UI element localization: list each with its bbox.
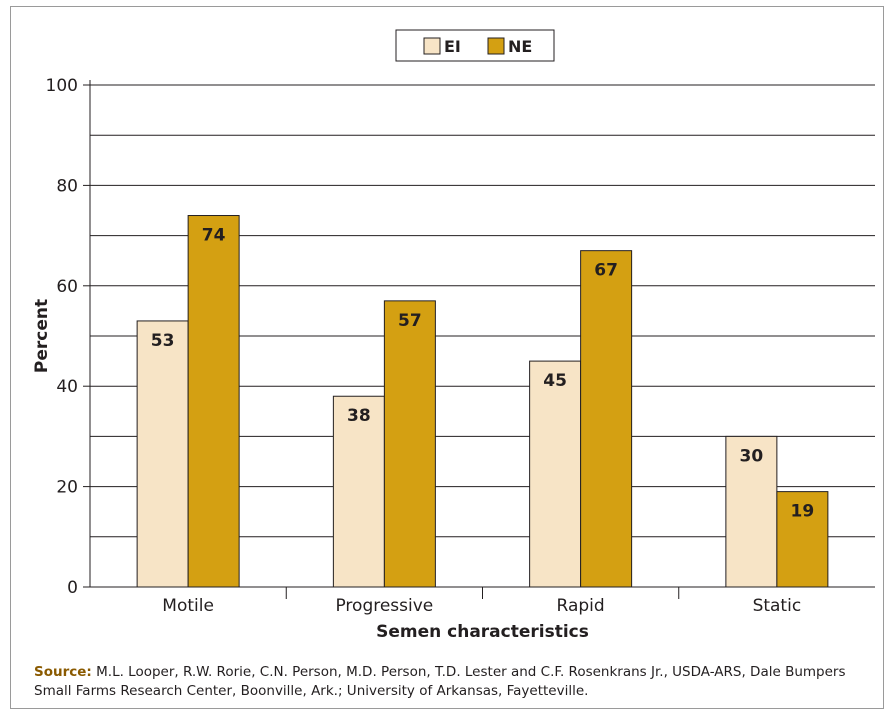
y-tick-label: 20 <box>56 478 78 498</box>
legend: EI NE <box>395 29 555 62</box>
source-note: Source: M.L. Looper, R.W. Rorie, C.N. Pe… <box>34 663 874 701</box>
tick-labels: 0 20 40 60 80 100 Motile Progressive Rapid Static <box>46 76 802 616</box>
legend-box <box>395 29 555 62</box>
y-tick-label: 100 <box>46 76 78 96</box>
axes <box>83 80 875 599</box>
data-label: 19 <box>791 502 815 522</box>
bar-ei <box>529 360 582 588</box>
data-label: 57 <box>398 311 422 331</box>
chart-frame <box>10 6 884 709</box>
bar-ei <box>136 320 189 588</box>
x-tick-label: Static <box>753 596 802 616</box>
x-tick-label: Progressive <box>335 596 433 616</box>
legend-label: NE <box>508 37 532 56</box>
data-label: 30 <box>740 446 764 466</box>
data-label: 67 <box>594 261 618 281</box>
x-tick-label: Rapid <box>557 596 605 616</box>
legend-swatch-ne <box>487 37 505 55</box>
bar-ne <box>187 215 240 588</box>
data-label: 38 <box>347 406 371 426</box>
bar-ne <box>580 250 633 588</box>
bar-ei <box>725 435 778 588</box>
bars <box>136 215 829 588</box>
x-tick-label: Motile <box>162 596 214 616</box>
source-text: M.L. Looper, R.W. Rorie, C.N. Person, M.… <box>34 664 846 699</box>
legend-swatch-ei <box>423 37 441 55</box>
y-tick-label: 80 <box>56 176 78 196</box>
x-axis-title: Semen characteristics <box>376 622 589 642</box>
y-tick-label: 0 <box>67 578 78 598</box>
y-tick-label: 40 <box>56 377 78 397</box>
data-label: 53 <box>151 331 175 351</box>
data-label: 74 <box>202 226 226 246</box>
data-labels: 53 74 38 57 45 67 30 19 <box>151 226 814 522</box>
bar-ne <box>776 491 829 588</box>
bar-ei <box>332 395 385 588</box>
source-label: Source: <box>34 664 92 680</box>
y-tick-label: 60 <box>56 277 78 297</box>
bar-ne <box>383 300 436 588</box>
legend-label: EI <box>444 37 461 56</box>
data-label: 45 <box>543 371 567 391</box>
y-axis-title: Percent <box>32 299 52 373</box>
